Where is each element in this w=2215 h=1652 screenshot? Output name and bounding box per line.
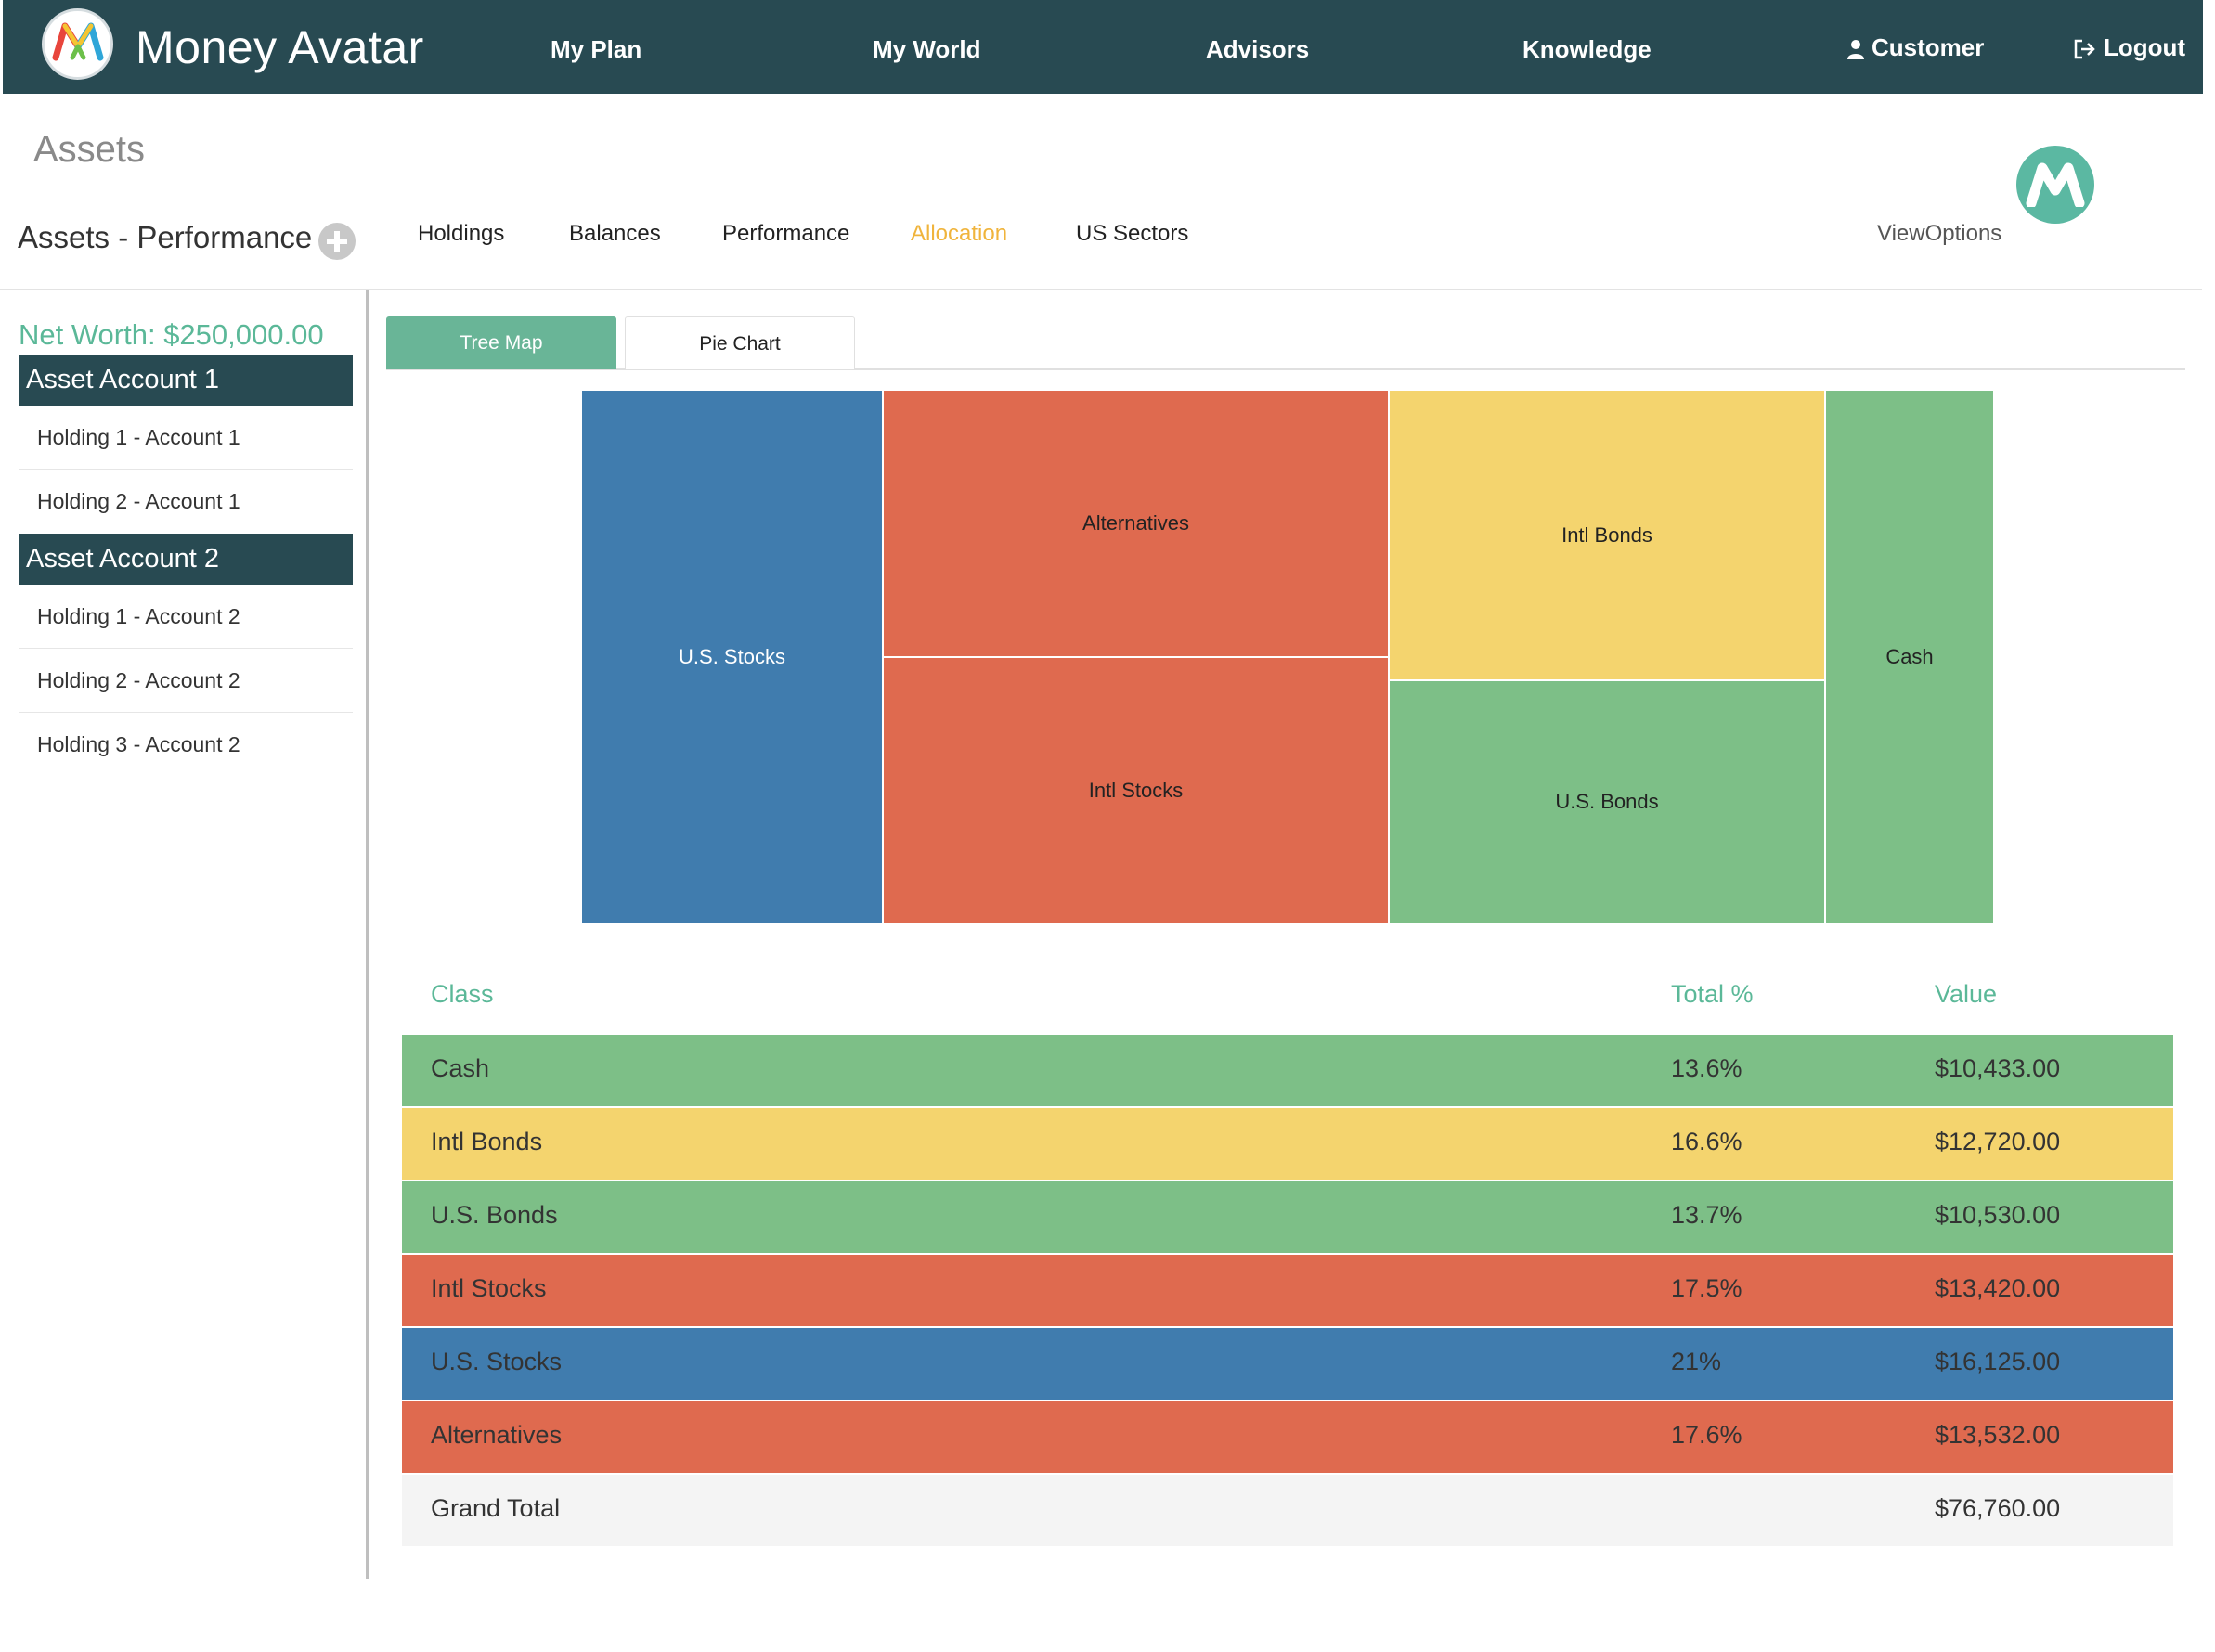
cell-pct: 17.5%	[1671, 1274, 1742, 1302]
cell-value: $10,433.00	[1935, 1054, 2061, 1082]
sidebar-account-1[interactable]: Asset Account 1	[19, 355, 353, 406]
logo[interactable]	[42, 8, 113, 80]
brand-name[interactable]: Money Avatar	[136, 21, 424, 73]
nav-my-world[interactable]: My World	[873, 35, 981, 63]
table-header: Class Total % Value	[402, 974, 2173, 1021]
sidebar-holding[interactable]: Holding 1 - Account 1	[19, 406, 353, 470]
treemap-cell-us-stocks[interactable]: U.S. Stocks	[582, 391, 882, 923]
grand-total-label: Grand Total	[431, 1494, 561, 1522]
treemap-label: Alternatives	[1082, 511, 1189, 535]
nav-knowledge[interactable]: Knowledge	[1522, 35, 1652, 63]
table-row[interactable]: Intl Bonds 16.6% $12,720.00	[402, 1108, 2173, 1180]
cell-value: $13,532.00	[1935, 1421, 2061, 1449]
cell-value: $13,420.00	[1935, 1274, 2061, 1302]
col-class-header[interactable]: Class	[431, 980, 494, 1008]
treemap-cell-cash[interactable]: Cash	[1826, 391, 1993, 923]
col-value-header[interactable]: Value	[1935, 980, 1998, 1008]
treemap-label: U.S. Stocks	[679, 644, 785, 668]
nav-advisors[interactable]: Advisors	[1206, 35, 1310, 63]
cell-value: $16,125.00	[1935, 1348, 2061, 1375]
cell-class: U.S. Stocks	[431, 1348, 563, 1375]
nav-logout[interactable]: Logout	[2074, 33, 2185, 62]
logout-icon	[2074, 39, 2095, 59]
col-pct-header[interactable]: Total %	[1671, 980, 1754, 1008]
section-title: Assets - Performance	[18, 220, 313, 254]
cell-pct: 17.6%	[1671, 1421, 1742, 1449]
logout-label: Logout	[2104, 33, 2186, 61]
sidebar: Net Worth: $250,000.00 Asset Account 1 H…	[0, 290, 369, 1579]
treemap-label: Intl Stocks	[1088, 778, 1184, 802]
cell-value: $12,720.00	[1935, 1128, 2061, 1155]
m-logo-icon	[2026, 162, 2085, 207]
treemap-cell-us-bonds[interactable]: U.S. Bonds	[1390, 681, 1824, 923]
tab-bar-divider	[386, 368, 2185, 370]
table-row[interactable]: Alternatives 17.6% $13,532.00	[402, 1401, 2173, 1473]
treemap-cell-intl-stocks[interactable]: Intl Stocks	[884, 658, 1388, 923]
treemap-label: Intl Bonds	[1561, 523, 1652, 547]
tab-tree-map[interactable]: Tree Map	[386, 316, 616, 369]
treemap-label: Cash	[1885, 644, 1934, 668]
header-divider	[0, 289, 2202, 290]
cell-class: U.S. Bonds	[431, 1201, 558, 1229]
customer-label: Customer	[1872, 33, 1985, 61]
logo-icon	[52, 22, 104, 61]
subtab-performance[interactable]: Performance	[722, 221, 850, 246]
table-row[interactable]: U.S. Stocks 21% $16,125.00	[402, 1328, 2173, 1400]
treemap-cell-intl-bonds[interactable]: Intl Bonds	[1390, 391, 1824, 679]
sidebar-account-2[interactable]: Asset Account 2	[19, 534, 353, 585]
table-row[interactable]: U.S. Bonds 13.7% $10,530.00	[402, 1181, 2173, 1253]
subtab-allocation[interactable]: Allocation	[911, 221, 1008, 246]
cell-pct: 21%	[1671, 1348, 1722, 1375]
add-button[interactable]	[318, 223, 356, 260]
net-worth: Net Worth: $250,000.00	[19, 318, 324, 351]
sidebar-holding[interactable]: Holding 2 - Account 2	[19, 649, 353, 713]
sidebar-holding[interactable]: Holding 1 - Account 2	[19, 585, 353, 649]
brand-badge[interactable]	[2016, 146, 2094, 224]
table-row[interactable]: Intl Stocks 17.5% $13,420.00	[402, 1255, 2173, 1326]
view-options-link[interactable]: ViewOptions	[1877, 221, 2002, 246]
cell-pct: 13.7%	[1671, 1201, 1742, 1229]
page-title: Assets	[33, 129, 146, 170]
treemap-label: U.S. Bonds	[1555, 790, 1659, 813]
tab-pie-chart[interactable]: Pie Chart	[625, 316, 855, 369]
cell-class: Cash	[431, 1054, 490, 1082]
grand-total-row: Grand Total $76,760.00	[402, 1475, 2173, 1546]
treemap-cell-alternatives[interactable]: Alternatives	[884, 391, 1388, 656]
nav-customer[interactable]: Customer	[1847, 33, 1984, 62]
treemap-chart: U.S. Stocks Alternatives Intl Stocks Int…	[582, 391, 1993, 923]
sidebar-holding[interactable]: Holding 3 - Account 2	[37, 732, 240, 756]
table-row[interactable]: Cash 13.6% $10,433.00	[402, 1035, 2173, 1106]
user-icon	[1847, 40, 1864, 60]
subtab-us-sectors[interactable]: US Sectors	[1076, 221, 1189, 246]
sidebar-holding[interactable]: Holding 2 - Account 1	[37, 489, 240, 513]
cell-class: Intl Bonds	[431, 1128, 543, 1155]
cell-pct: 13.6%	[1671, 1054, 1742, 1082]
top-navbar: Money Avatar My Plan My World Advisors K…	[3, 0, 2203, 94]
nav-my-plan[interactable]: My Plan	[551, 35, 642, 63]
cell-class: Intl Stocks	[431, 1274, 547, 1302]
grand-total-value: $76,760.00	[1935, 1494, 2061, 1522]
cell-class: Alternatives	[431, 1421, 563, 1449]
cell-value: $10,530.00	[1935, 1201, 2061, 1229]
subtab-holdings[interactable]: Holdings	[418, 221, 505, 246]
subtab-balances[interactable]: Balances	[569, 221, 661, 246]
cell-pct: 16.6%	[1671, 1128, 1742, 1155]
